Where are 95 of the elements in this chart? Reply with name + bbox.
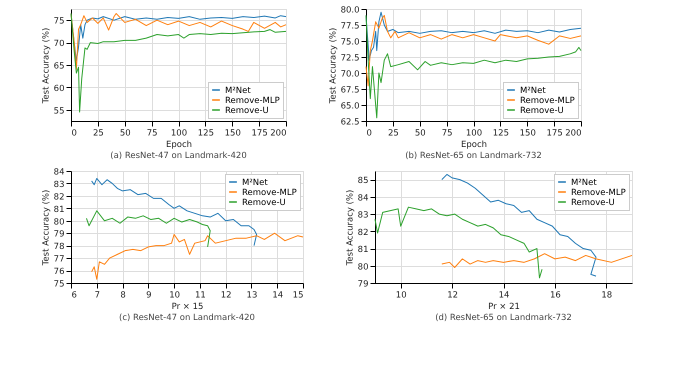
x-tick-label: 14	[498, 290, 510, 300]
legend-label: Remove-U	[225, 106, 269, 116]
text: (d) ResNet-65 on Landmark-732	[435, 313, 572, 323]
y-tick-label: 60	[54, 84, 64, 94]
x-tick-label: 7	[94, 290, 100, 300]
x-tick-label: 100	[170, 128, 188, 138]
y-tick-label: 80	[358, 262, 368, 272]
legend-label: Remove-U	[571, 198, 615, 208]
x-tick-label: 75	[146, 128, 158, 138]
y-tick-label: 85	[358, 176, 368, 186]
y-tick-label: 79	[54, 230, 64, 240]
y-axis-title: Test Accuracy (%)	[346, 190, 356, 266]
line-series	[441, 253, 632, 268]
x-tick-label: 13	[246, 290, 258, 300]
x-tick-label: 50	[414, 128, 426, 138]
text: (a) ResNet-47 on Landmark-420	[110, 151, 247, 161]
y-tick-label: 65.0	[340, 102, 360, 112]
x-tick-label: 125	[492, 128, 509, 138]
legend-label: Remove-MLP	[571, 188, 626, 198]
line-series	[366, 14, 582, 118]
line-series	[374, 206, 543, 278]
x-tick-label: 125	[198, 128, 214, 138]
x-tick-label: 18	[601, 290, 612, 300]
legend-label: M²Net	[571, 178, 598, 188]
y-tick-label: 84	[358, 193, 368, 204]
x-tick-label: 50	[120, 128, 131, 138]
x-tick-label: 12	[447, 290, 458, 300]
x-tick-label: 15	[292, 290, 304, 300]
x-tick-label: 0	[366, 128, 372, 138]
x-tick-label: 150	[224, 128, 241, 138]
y-tick-label: 75	[54, 280, 64, 290]
y-tick-label: 75	[54, 16, 64, 27]
x-tick-label: 6	[72, 290, 77, 300]
x-tick-label: 14	[272, 290, 284, 300]
y-tick-label: 80	[54, 217, 64, 228]
x-tick-label: 0	[72, 128, 77, 138]
line-series	[366, 14, 582, 86]
legend-label: M²Net	[520, 86, 546, 96]
x-tick-label: 16	[550, 290, 561, 300]
y-tick-label: 79	[358, 280, 368, 290]
x-tick-label: 200	[270, 128, 286, 138]
y-tick-label: 83	[358, 210, 368, 221]
x-tick-label: 25	[388, 128, 399, 138]
y-tick-label: 82	[54, 192, 64, 202]
y-tick-label: 70.0	[340, 70, 360, 80]
x-axis-title: Pr × 21	[488, 302, 520, 312]
line-series	[91, 232, 304, 280]
line-series	[70, 12, 286, 113]
x-tick-label: 175	[546, 128, 563, 138]
x-axis-title: Pr × 15	[172, 302, 204, 312]
y-tick-label: 72.5	[340, 54, 360, 64]
legend-label: M²Net	[225, 86, 252, 96]
y-tick-label: 62.5	[340, 118, 360, 128]
y-tick-label: 82	[358, 228, 368, 238]
y-tick-label: 76	[54, 267, 64, 278]
y-tick-label: 77.5	[340, 22, 360, 32]
y-tick-label: 70	[54, 39, 64, 50]
y-tick-label: 55	[54, 106, 64, 116]
legend-label: Remove-U	[242, 198, 286, 208]
x-tick-label: 10	[169, 290, 180, 300]
legend-label: Remove-MLP	[520, 96, 575, 106]
x-tick-label: 175	[252, 128, 268, 138]
legend-label: Remove-MLP	[242, 188, 297, 198]
x-tick-label: 11	[194, 290, 206, 300]
y-tick-label: 80.0	[340, 6, 360, 16]
y-tick-label: 77	[54, 254, 64, 265]
y-axis-title: Test Accuracy (%)	[328, 28, 339, 104]
legend-label: M²Net	[242, 178, 268, 188]
y-tick-label: 83	[54, 180, 64, 190]
x-tick-label: 10	[396, 290, 407, 300]
y-axis-title: Test Accuracy (%)	[42, 28, 52, 104]
line-series	[366, 12, 582, 61]
x-tick-label: 75	[442, 128, 453, 138]
legend-label: Remove-U	[520, 106, 564, 116]
x-tick-label: 150	[520, 128, 536, 138]
x-axis-title: Epoch	[460, 140, 488, 150]
x-tick-label: 9	[146, 290, 152, 300]
y-tick-label: 75.0	[340, 38, 360, 48]
x-tick-label: 100	[466, 128, 482, 138]
x-tick-label: 12	[220, 290, 232, 300]
y-tick-label: 78	[54, 242, 64, 252]
y-tick-label: 81	[54, 204, 64, 215]
text: (c) ResNet-47 on Landmark-420	[119, 313, 255, 323]
x-axis-title: Epoch	[166, 140, 192, 150]
text: (b) ResNet-65 on Landmark-732	[405, 151, 542, 161]
x-tick-label: 8	[120, 290, 126, 300]
y-tick-label: 84	[54, 168, 64, 178]
y-tick-label: 65	[54, 62, 64, 72]
line-series	[86, 210, 211, 248]
y-tick-label: 81	[358, 245, 368, 256]
y-axis-title: Test Accuracy (%)	[42, 190, 52, 266]
y-tick-label: 67.5	[340, 86, 360, 96]
x-tick-label: 25	[92, 128, 104, 138]
legend-label: Remove-MLP	[225, 96, 280, 106]
x-tick-label: 200	[565, 128, 582, 138]
